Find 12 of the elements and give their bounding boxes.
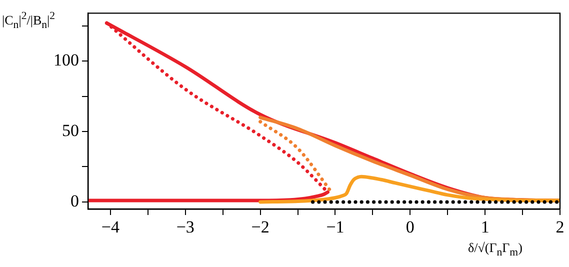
x-tick-label: 2 [556, 218, 564, 237]
x-axis-title: δ/√(Γ$_{n}$Γ$_{m}$) [468, 240, 522, 259]
x-tick-label: −1 [326, 218, 344, 237]
x-tick-label: −3 [176, 218, 194, 237]
y-tick-label: 0 [70, 191, 79, 210]
y-tick-label: 50 [62, 120, 79, 140]
y-tick-label: 100 [54, 50, 79, 70]
x-tick-label: −2 [251, 218, 270, 237]
x-tick-label: 1 [480, 218, 490, 237]
x-tick-label: 0 [406, 218, 414, 237]
x-tick-label: −4 [101, 218, 120, 237]
y-axis-title: |C$_{n}$|$^{2}$/|B$_{n}$|$^{2}$ [2, 10, 56, 31]
